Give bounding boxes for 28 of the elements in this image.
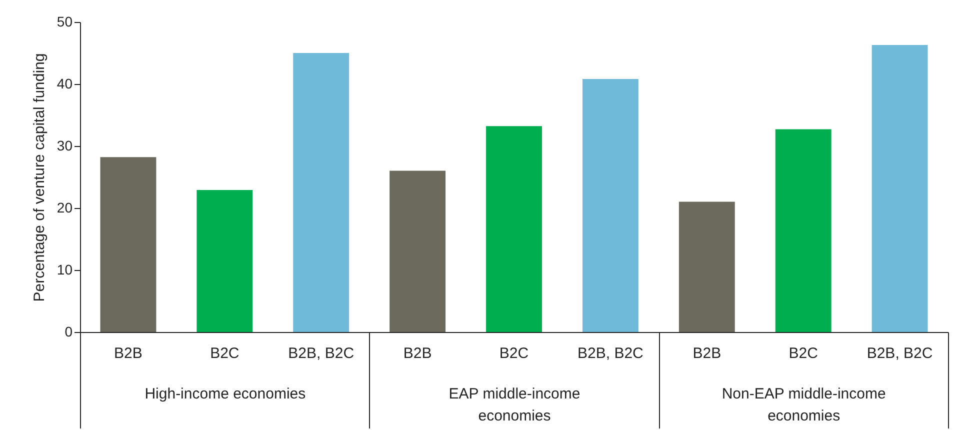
y-tick-label: 10 xyxy=(56,262,73,278)
series-label: B2B, B2C xyxy=(288,345,354,362)
x-tick-label: EAP middle-income economies xyxy=(448,386,580,424)
bar xyxy=(293,53,350,332)
text: B2B xyxy=(403,345,432,362)
bar xyxy=(486,126,542,332)
bar xyxy=(582,79,638,332)
y-axis-title: Percentage of venture capital funding xyxy=(30,53,48,302)
text: B2B, B2C xyxy=(866,345,933,362)
bar xyxy=(196,190,253,332)
series-label: B2B xyxy=(114,345,142,362)
series-label: B2C xyxy=(210,345,240,362)
y-tick-label: 20 xyxy=(56,200,73,216)
bar xyxy=(100,157,156,332)
bar xyxy=(775,129,832,332)
bar xyxy=(678,202,735,332)
text: B2C xyxy=(788,345,818,362)
text: B2B, B2C xyxy=(578,345,644,362)
x-tick-label: High-income economies xyxy=(144,386,306,402)
text: B2B xyxy=(692,345,722,362)
y-tick-label: 30 xyxy=(56,138,73,154)
y-tick-label: 50 xyxy=(56,14,73,30)
y-tick-label: 40 xyxy=(56,76,73,92)
y-tick-label: 0 xyxy=(64,324,73,340)
bar xyxy=(390,170,446,332)
text: B2C xyxy=(499,345,529,362)
bar xyxy=(872,44,928,332)
x-tick-label: Non-EAP middle-income economies xyxy=(722,386,886,424)
